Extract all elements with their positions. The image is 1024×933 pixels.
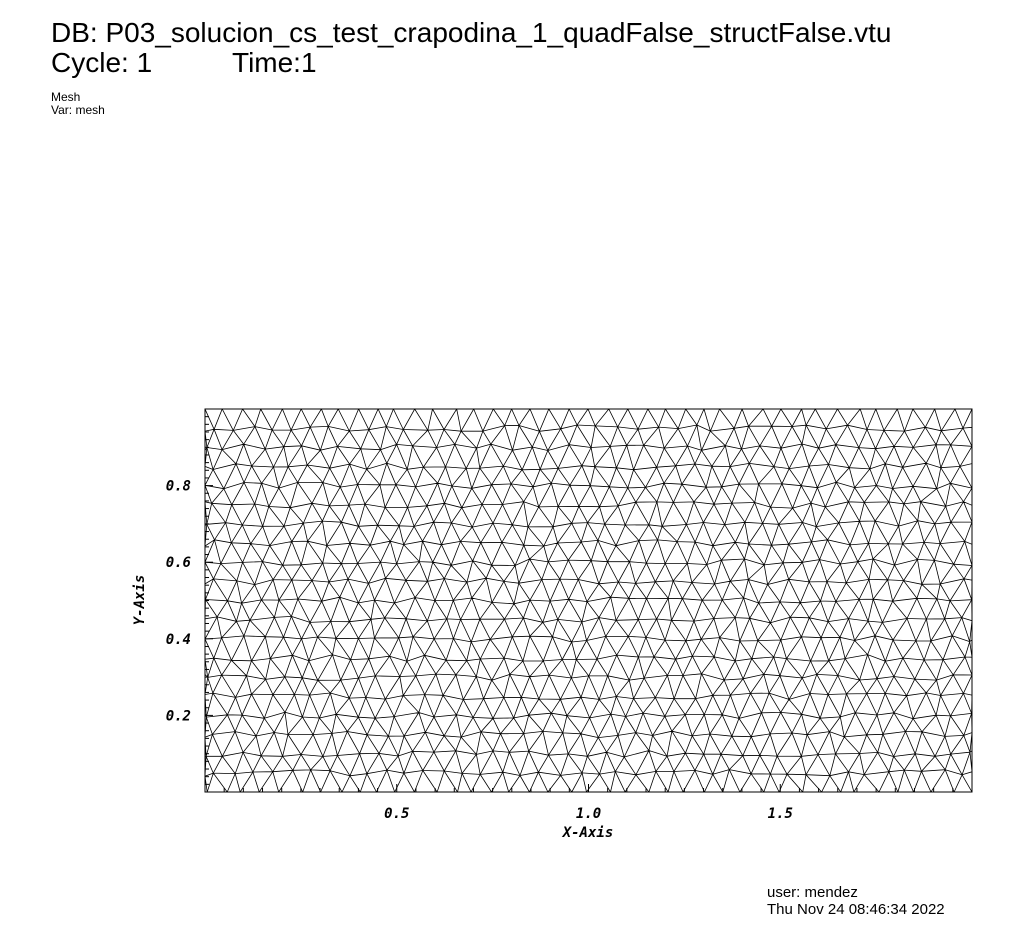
y-tick-labels: 0.2 0.4 0.6 0.8 (166, 479, 191, 725)
mesh-triangles (205, 409, 972, 792)
cycle-time-row: Cycle: 1 Time:1 (51, 47, 317, 78)
y-tick-label: 0.2 (166, 708, 191, 724)
y-minor-ticks (205, 416, 213, 785)
y-axis-title: Y-Axis (132, 575, 148, 626)
x-minor-ticks (223, 784, 954, 792)
mesh-edges (205, 409, 972, 792)
cycle-label: Cycle: 1 (51, 47, 153, 78)
x-tick-labels: 0.5 1.0 1.5 (384, 806, 793, 822)
database-title: DB: P03_solucion_cs_test_crapodina_1_qua… (51, 17, 892, 48)
footer-timestamp: Thu Nov 24 08:46:34 2022 (767, 901, 945, 918)
x-tick-label: 0.5 (384, 806, 409, 822)
legend-variable: Var: mesh (51, 103, 105, 117)
y-tick-label: 0.8 (166, 479, 191, 495)
legend-plot-type: Mesh (51, 90, 81, 104)
y-tick-label: 0.6 (166, 555, 191, 571)
footer-user: user: mendez (767, 884, 858, 901)
x-tick-label: 1.5 (768, 806, 793, 822)
plot-legend: Mesh Var: mesh (51, 91, 105, 117)
x-tick-label: 1.0 (576, 806, 601, 822)
x-axis-title: X-Axis (562, 825, 614, 841)
footer-info: user: mendez Thu Nov 24 08:46:34 2022 (767, 884, 945, 918)
y-tick-label: 0.4 (166, 632, 191, 648)
time-label: Time:1 (232, 47, 317, 78)
